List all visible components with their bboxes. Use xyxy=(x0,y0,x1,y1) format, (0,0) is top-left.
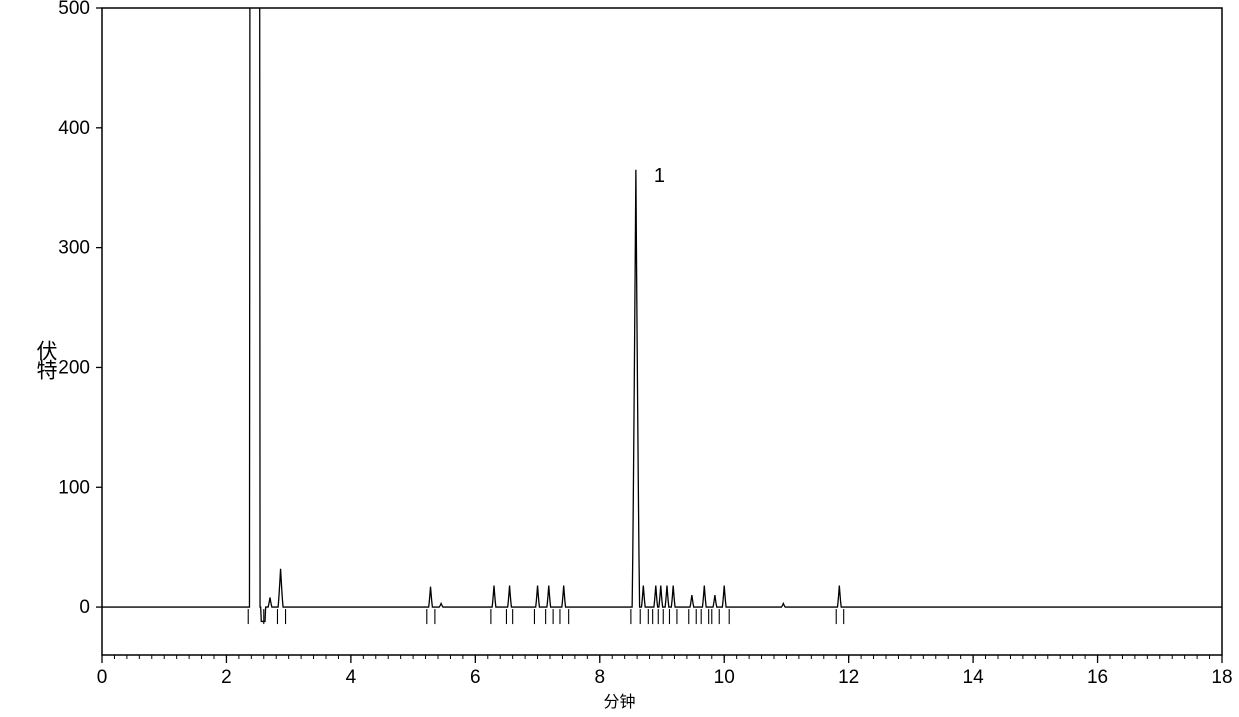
svg-text:12: 12 xyxy=(838,667,859,688)
svg-text:4: 4 xyxy=(346,667,357,688)
svg-text:10: 10 xyxy=(714,667,735,688)
svg-text:200: 200 xyxy=(58,357,90,378)
chart-svg: 0 100 200 300 400 500 0 2 4 6 8 10 12 14 16 18 1 xyxy=(0,0,1239,717)
svg-text:1: 1 xyxy=(654,165,665,187)
svg-text:14: 14 xyxy=(963,667,985,688)
chromatogram-chart: 伏特 分钟 01002003004005000246810121416181 xyxy=(0,0,1239,717)
svg-text:18: 18 xyxy=(1211,667,1232,688)
svg-text:16: 16 xyxy=(1087,667,1108,688)
svg-text:2: 2 xyxy=(221,667,232,688)
svg-text:0: 0 xyxy=(79,597,90,618)
svg-text:0: 0 xyxy=(97,667,108,688)
svg-text:300: 300 xyxy=(58,238,90,259)
svg-text:400: 400 xyxy=(58,118,90,139)
svg-text:100: 100 xyxy=(58,477,90,498)
svg-text:500: 500 xyxy=(58,0,90,19)
svg-text:8: 8 xyxy=(594,667,605,688)
svg-text:6: 6 xyxy=(470,667,481,688)
